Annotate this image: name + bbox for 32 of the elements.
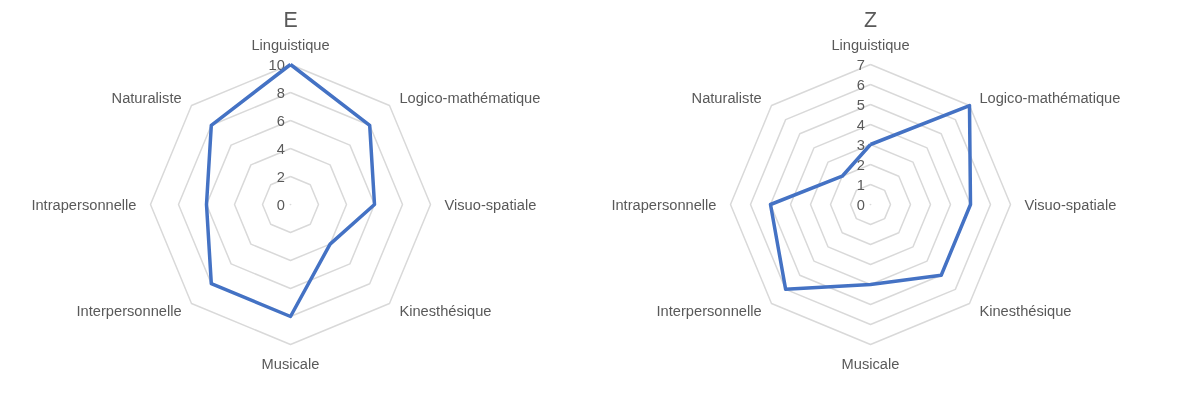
spoke-label: Visuo-spatiale [1024, 196, 1117, 213]
y-tick-label: 0 [276, 196, 285, 213]
spoke-label: Interpersonnelle [76, 303, 182, 320]
y-tick-label: 5 [856, 96, 865, 113]
y-tick-label: 8 [276, 84, 285, 101]
y-tick-label: 3 [856, 136, 865, 153]
y-tick-label: 6 [276, 112, 285, 129]
chart-title: E [283, 7, 298, 32]
y-tick-label: 4 [276, 140, 285, 157]
spoke-label: Musicale [841, 355, 900, 372]
spoke-label: Linguistique [251, 37, 330, 54]
y-tick-label: 10 [268, 56, 285, 73]
spoke-label: Logico-mathématique [399, 89, 541, 106]
spoke-label: Interpersonnelle [656, 303, 762, 320]
spoke-label: Musicale [261, 355, 320, 372]
y-tick-label: 6 [856, 76, 865, 93]
spoke-label: Intrapersonnelle [611, 196, 717, 213]
spoke-label: Kinesthésique [399, 303, 492, 320]
y-tick-label: 2 [856, 156, 865, 173]
spoke-label: Naturaliste [691, 89, 762, 106]
spoke-label: Logico-mathématique [979, 89, 1121, 106]
y-tick-label: 0 [856, 196, 865, 213]
spoke-label: Kinesthésique [979, 303, 1072, 320]
spoke-label: Intrapersonnelle [31, 196, 137, 213]
y-tick-label: 2 [276, 168, 285, 185]
spoke-label: Visuo-spatiale [444, 196, 537, 213]
spoke-label: Naturaliste [111, 89, 182, 106]
y-tick-label: 1 [856, 176, 865, 193]
y-tick-label: 4 [856, 116, 865, 133]
spoke-label: Linguistique [831, 37, 910, 54]
y-tick-label: 7 [856, 56, 865, 73]
chart-title: Z [863, 7, 878, 32]
